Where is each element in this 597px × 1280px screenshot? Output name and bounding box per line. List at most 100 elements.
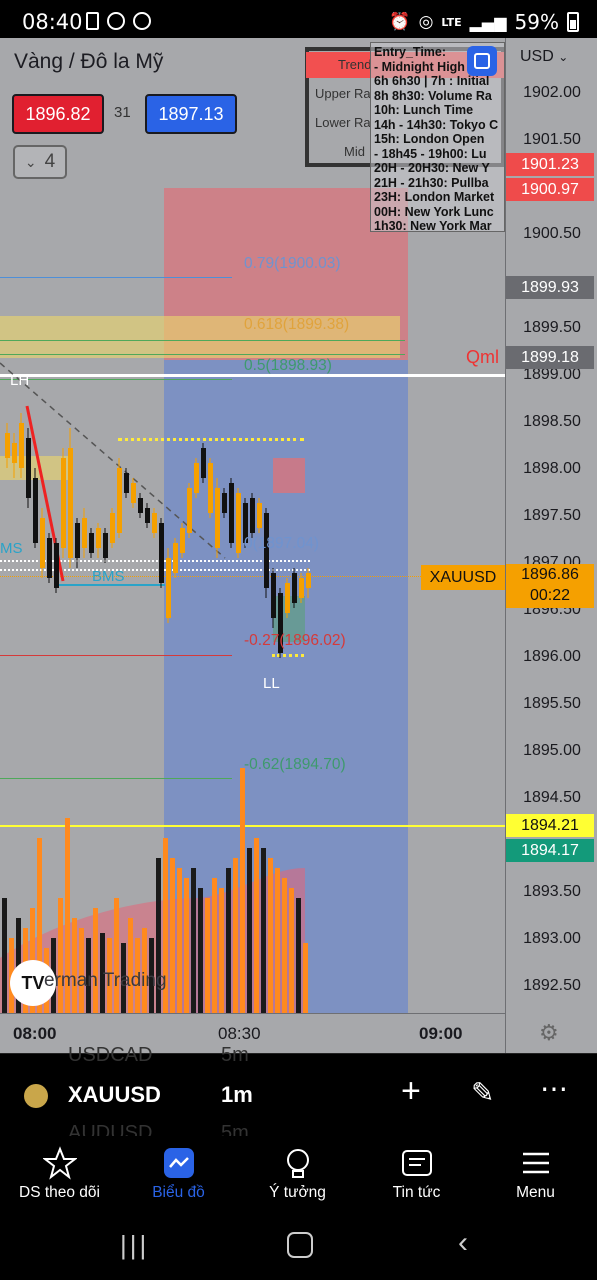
price-tick: 1899.50 <box>523 319 581 336</box>
nav-chart[interactable]: Biểu đồ <box>119 1136 238 1220</box>
candle-body <box>145 508 150 523</box>
current-price: 1896.86 <box>521 566 579 583</box>
candle-body <box>243 503 248 543</box>
yellow-level-line[interactable] <box>0 825 505 827</box>
candle-body <box>257 503 262 528</box>
bms-line[interactable] <box>55 584 165 586</box>
chevron-down-icon: ⌄ <box>558 50 569 64</box>
current-price-badge: 1896.86 00:22 <box>506 564 594 608</box>
nav-menu[interactable]: Menu <box>476 1136 595 1220</box>
candle-body <box>33 478 38 543</box>
candle-body <box>285 583 290 613</box>
fib-label-05: 0.5(1898.93) <box>244 357 332 374</box>
drawing-pen-icon[interactable]: ✎ <box>471 1077 495 1108</box>
candle-body <box>180 528 185 553</box>
lh-label: LH <box>10 372 30 389</box>
ghost-symbol: USDCAD <box>68 1044 153 1066</box>
price-badge-yellow: 1894.21 <box>506 814 594 837</box>
fib-079-line[interactable] <box>0 277 232 278</box>
entry-line: 14h - 14h30: Tokyo C <box>374 117 499 132</box>
hotspot-icon: ◎ <box>418 12 434 32</box>
network-type: LTE <box>441 15 462 29</box>
chart-area[interactable]: 0.79(1900.03) 0.618(1899.38) 0.5(1898.93… <box>0 38 597 1053</box>
bar-countdown: 00:22 <box>529 587 571 604</box>
chart-plot[interactable]: 0.79(1900.03) 0.618(1899.38) 0.5(1898.93… <box>0 38 595 1013</box>
more-icon[interactable]: ⋯ <box>540 1073 569 1104</box>
add-icon[interactable]: + <box>401 1072 421 1110</box>
symbol-selector[interactable]: XAUUSD <box>68 1082 161 1107</box>
nav-watchlist[interactable]: DS theo dõi <box>0 1136 119 1220</box>
time-axis[interactable]: 08:00 08:30 09:00 <box>0 1013 505 1053</box>
interval-selector[interactable]: 1m <box>221 1082 253 1107</box>
ll-line[interactable] <box>0 655 232 656</box>
price-tick: 1899.00 <box>523 366 581 383</box>
candle-body <box>194 463 199 493</box>
entry-time-box: Entry_Time: - Midnight High Low 6h 6h30 … <box>370 42 505 232</box>
volume-bar <box>247 848 252 1013</box>
nav-news[interactable]: Tin tức <box>357 1136 476 1220</box>
fib-m062-line[interactable] <box>0 778 232 779</box>
candle-body <box>12 443 17 463</box>
candle-body <box>40 518 45 568</box>
nav-label: DS theo dõi <box>19 1184 100 1201</box>
nav-label: Biểu đồ <box>152 1184 205 1201</box>
candle-body <box>152 513 157 533</box>
messenger-icon <box>107 12 125 30</box>
currency-selector[interactable]: USD ⌄ <box>520 48 568 66</box>
volume-bar <box>135 938 140 1013</box>
news-icon <box>401 1150 432 1176</box>
candle-body <box>47 538 52 578</box>
symbol-title[interactable]: Vàng / Đô la Mỹ <box>14 50 164 73</box>
bottom-navigation: DS theo dõi Biểu đồ Ý tưởng Tin tức Menu <box>0 1136 597 1220</box>
price-axis[interactable]: USD ⌄ 1902.00 1901.50 1900.50 1899.50 18… <box>505 38 597 1053</box>
candle-body <box>306 573 311 588</box>
entry-line: 15h: London Open <box>374 132 485 146</box>
supply-zone[interactable] <box>0 316 400 358</box>
fullscreen-icon <box>474 53 490 69</box>
entry-line: 20H - 20H30: New Y <box>374 161 490 175</box>
signal-icon: ▂▄▆ <box>469 12 507 32</box>
entry-line: 10h: Lunch Time <box>374 103 474 117</box>
candlestick-series[interactable] <box>0 38 505 1013</box>
volume-bar <box>58 898 63 1013</box>
recent-apps-icon[interactable]: ||| <box>120 1230 150 1260</box>
volume-bar <box>219 888 224 1013</box>
fib-0618-line[interactable] <box>0 340 405 341</box>
price-tick: 1895.00 <box>523 742 581 759</box>
range-top-dotted[interactable] <box>118 438 304 441</box>
candle-body <box>19 423 24 468</box>
home-icon[interactable] <box>287 1232 313 1258</box>
entry-line: 6h 6h30 | 7h : Initial <box>374 74 490 88</box>
candle-body <box>138 498 143 513</box>
volume-bar <box>268 858 273 1013</box>
indicator-toggle[interactable]: ⌄ 4 <box>13 145 67 179</box>
volume-bar <box>65 818 70 1013</box>
qml-line[interactable] <box>0 374 505 377</box>
candle-body <box>292 573 297 603</box>
tradingview-logo[interactable]: TV <box>10 960 56 1006</box>
bms-level-dotted-2[interactable] <box>0 569 310 571</box>
entry-line: - Midnight High Low <box>374 59 494 74</box>
sell-button[interactable]: 1896.82 <box>12 94 104 134</box>
entry-line: - 18h45 - 19h00: Lu <box>374 146 487 161</box>
buy-button[interactable]: 1897.13 <box>145 94 237 134</box>
entry-marker-red[interactable] <box>273 458 305 493</box>
back-icon[interactable]: ‹ <box>458 1226 468 1259</box>
volume-bar <box>142 928 147 1013</box>
bms-level-dotted[interactable] <box>0 560 310 562</box>
mid-label: Mid <box>344 144 365 159</box>
fib-05-line[interactable] <box>0 354 405 355</box>
candle-body <box>124 473 129 493</box>
fib-0-line-a[interactable] <box>0 379 232 380</box>
volume-bar <box>303 943 308 1013</box>
volume-bar <box>114 898 119 1013</box>
settings-gear-icon[interactable]: ⚙ <box>539 1020 559 1045</box>
candle-body <box>159 523 164 583</box>
volume-bar <box>275 868 280 1013</box>
price-badge-grey: 1899.18 <box>506 346 594 369</box>
fullscreen-button[interactable] <box>467 46 497 76</box>
range-bottom-dotted[interactable] <box>272 654 304 657</box>
candle-body <box>82 518 87 548</box>
nav-ideas[interactable]: Ý tưởng <box>238 1136 357 1220</box>
candle-body <box>264 513 269 588</box>
